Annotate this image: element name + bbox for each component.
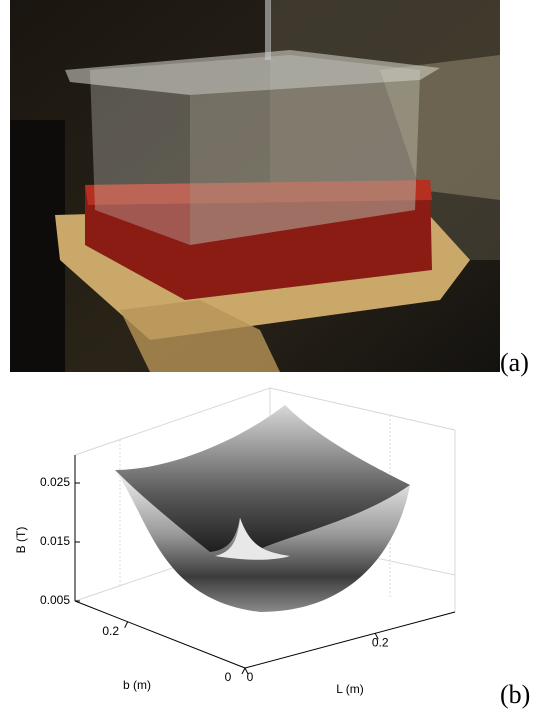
photo xyxy=(10,0,500,372)
z-tick-label: 0.005 xyxy=(40,593,70,607)
z-axis-label: B (T) xyxy=(14,527,28,554)
panel-label: (b) xyxy=(500,680,530,709)
l-tick-label: 0.2 xyxy=(372,635,389,649)
z-tick-label: 0.015 xyxy=(40,534,70,548)
l-tick xyxy=(374,633,379,640)
l-axis-label: L (m) xyxy=(336,682,364,696)
axes xyxy=(74,455,456,669)
b-tick xyxy=(124,621,129,628)
b-tick-label: 0 xyxy=(225,670,232,684)
b-tick-label: 0.2 xyxy=(102,624,119,638)
l-tick xyxy=(244,667,249,675)
b-tick xyxy=(241,667,246,675)
b-axis-label: b (m) xyxy=(123,678,151,692)
panel-label: (a) xyxy=(500,348,529,377)
l-tick-label: 0 xyxy=(247,670,254,684)
surface xyxy=(115,405,410,612)
z-tick-label: 0.025 xyxy=(40,475,70,489)
